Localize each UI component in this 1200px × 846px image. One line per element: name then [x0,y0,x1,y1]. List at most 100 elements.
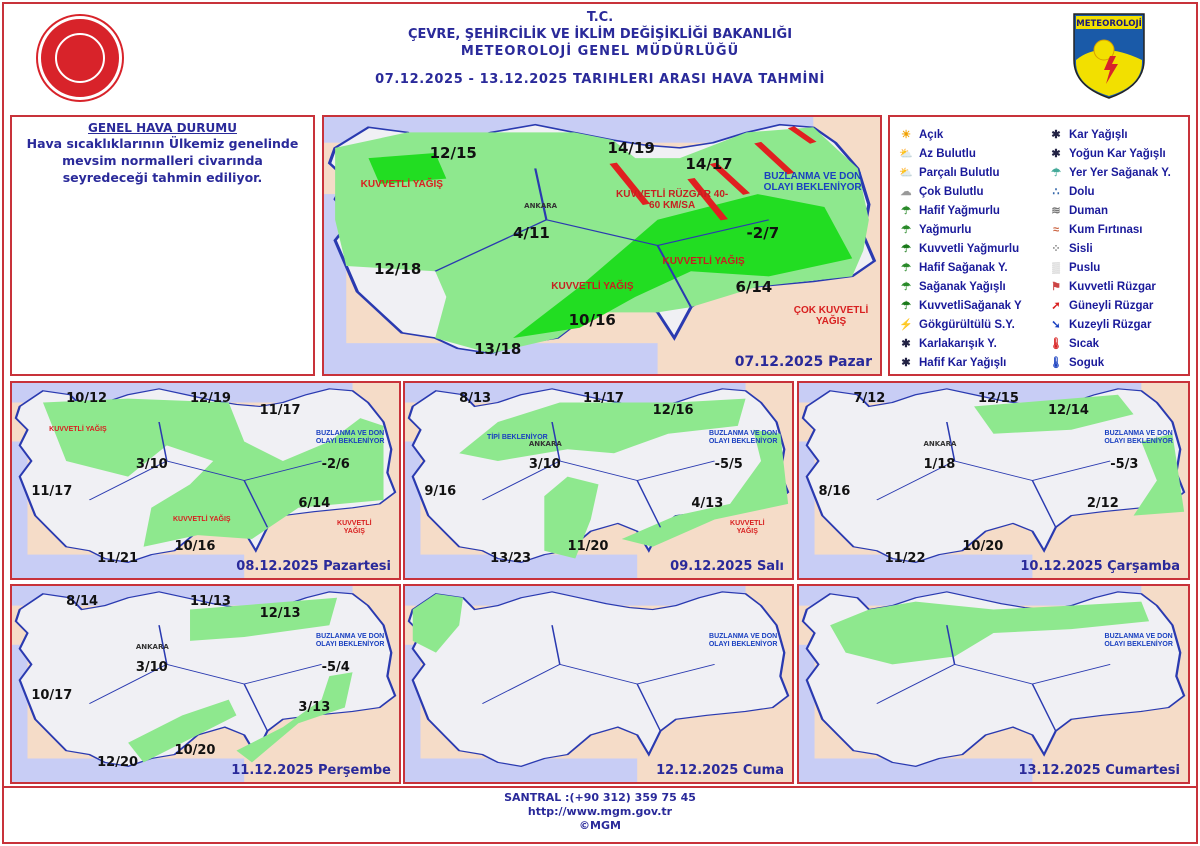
legend-item: ✱ Karlakarışık Y. [898,334,1038,353]
heavy-shower-icon: ☂ [901,299,911,312]
precipitation-area [190,597,338,641]
heavy-rain-icon: ☂ [901,242,911,255]
smoke-icon: ≋ [1051,204,1061,217]
legend-label: Soguk [1069,356,1105,369]
legend-label: Kar Yağışlı [1069,128,1128,141]
region-borders [434,168,770,308]
forecast-map-2: 10/12 12/19 11/17 3/10 -2/6 11/17 6/14 10/16 11/… [10,381,401,580]
svg-text:METEOROLOJİ: METEOROLOJİ [1076,18,1142,29]
legend-label: Dolu [1069,185,1095,198]
ministry-logo [38,16,122,100]
legend-label: Sıcak [1069,337,1100,350]
south-wind-arrow-icon [754,141,795,175]
warning-label: ÇOK KUVVETLİ YAĞIŞ [793,304,869,327]
legend-right-column: ✱ Kar Yağışlı ✱ Yoğun Kar Yağışlı ☂ Yer Yer S… [1048,125,1188,372]
legend-item: ☂ Kuvvetli Yağmurlu [898,239,1038,258]
temperature-label: 11/17 [31,484,73,500]
mgm-logo: METEOROLOJİ [1073,13,1145,99]
temperature-label: 14/17 [685,154,733,173]
legend-label: Hafif Yağmurlu [919,204,1000,217]
directorate-name: METEOROLOJİ GENEL MÜDÜRLÜĞÜ [460,44,740,59]
forecast-title: 07.12.2025 - 13.12.2025 TARIHLERI ARASI … [375,72,825,87]
temperature-label: 14/19 [607,139,655,158]
forecast-map-1: 12/15 14/19 14/17 4/11 -2/7 12/18 6/14 10/16 13/… [322,115,882,376]
website-link[interactable]: http://www.mgm.gov.tr [527,805,673,818]
precipitation-area [1133,433,1185,516]
legend-item: ∴ Dolu [1048,182,1188,201]
temperature-label: 10/16 [174,539,216,554]
hail-icon: ∴ [1052,185,1060,198]
legend-label: Puslu [1069,261,1101,274]
precipitation-area [830,601,1150,665]
warning-label: BUZLANMA VE DON OLAYI BEKLENİYOR [708,429,778,445]
general-weather-title: GENEL HAVA DURUMU [88,121,237,135]
legend-label: Parçalı Bulutlu [919,166,1000,179]
shower-icon: ☂ [901,280,911,293]
phone-number: SANTRAL :(+90 312) 359 75 45 [504,791,696,804]
legend-item: ➘ Kuzeyli Rüzgar [1048,315,1188,334]
south-wind-arrow-icon [709,162,751,195]
legend-item: ⛅ Az Bulutlu [898,144,1038,163]
legend-label: Az Bulutlu [919,147,976,160]
forecast-map-5: 8/14 11/13 12/13 3/10 -5/4 10/17 3/13 10/20 12/2… [10,584,401,784]
turkey-map [12,383,397,578]
legend-label: Kuvvetli Yağmurlu [919,242,1020,255]
temperature-label: 1/18 [923,457,956,473]
temperature-label: 6/14 [735,277,773,296]
temperature-label: 4/11 [513,223,550,242]
map-date: 13.12.2025 Cumartesi [1018,763,1180,778]
temperature-label: 10/12 [66,390,108,406]
region-borders [876,421,1111,528]
temperature-label: 3/10 [135,457,168,473]
legend-item: ✱ Hafif Kar Yağışlı [898,353,1038,372]
temperature-label: 8/14 [66,593,99,609]
temperature-label: 12/15 [429,144,477,163]
legend-item: ▒ Puslu [1048,258,1188,277]
map-date: 09.12.2025 Salı [670,559,784,574]
sun-small-cloud-icon: ⛅ [899,147,913,160]
temperature-label: 13/23 [490,550,532,566]
legend-label: Çok Bulutlu [919,185,984,198]
legend-item: ☂ Hafif Yağmurlu [898,201,1038,220]
general-weather-box: GENEL HAVA DURUMU Hava sıcaklıklarının Ü… [10,115,315,376]
fog-icon: ⁘ [1051,242,1061,255]
turkey-map [799,383,1186,578]
legend: ☀ Açık ⛅ Az Bulutlu ⛅ Parçalı Bulutlu ☁ Çok Bul… [888,115,1190,376]
north-wind-arrow-icon: ➘ [1051,318,1061,331]
legend-label: Yoğun Kar Yağışlı [1069,147,1166,160]
forecast-map-3: 8/13 11/17 12/16 3/10 -5/5 9/16 4/13 11/20 13/23… [403,381,794,580]
legend-item: 🌡 Soguk [1048,353,1188,372]
legend-item: ≈ Kum Fırtınası [1048,220,1188,239]
legend-label: Açık [919,128,944,141]
south-wind-arrow-icon [609,162,651,206]
precipitation-area [128,699,237,763]
map-date: 07.12.2025 Pazar [734,354,872,370]
warning-label: BUZLANMA VE DON OLAYI BEKLENİYOR [1104,429,1173,445]
temperature-label: 12/19 [190,390,231,406]
legend-item: ☀ Açık [898,125,1038,144]
warning-label: BUZLANMA VE DON OLAYI BEKLENİYOR [763,170,862,193]
snow-icon: ✱ [1051,128,1061,141]
legend-item: ☁ Çok Bulutlu [898,182,1038,201]
scattered-shower-icon: ☂ [1051,166,1061,179]
temperature-label: 3/13 [298,699,331,715]
turkey-map [324,117,877,374]
sun-cloud-icon: ⛅ [899,166,913,179]
temperature-label: 4/13 [691,496,724,512]
temperature-label: 12/20 [97,754,139,770]
temperature-label: 11/13 [190,593,231,609]
turkey-outline [407,591,790,767]
legend-label: Kuzeyli Rüzgar [1069,318,1152,331]
legend-label: Hafif Kar Yağışlı [919,356,1007,369]
city-label: ANKARA [135,642,169,651]
sun-icon: ☀ [901,128,911,141]
legend-item: ⛅ Parçalı Bulutlu [898,163,1038,182]
precipitation-area [513,194,853,339]
legend-label: Yer Yer Sağanak Y. [1069,166,1171,179]
warning-label: KUVVETLİ YAĞIŞ [337,519,372,535]
precipitation-area [621,429,789,547]
legend-item: ⁘ Sisli [1048,239,1188,258]
legend-item: ☂ KuvvetliSağanak Y [898,296,1038,315]
temperature-label: 10/16 [568,311,616,330]
temperature-label: 12/14 [1047,402,1089,418]
